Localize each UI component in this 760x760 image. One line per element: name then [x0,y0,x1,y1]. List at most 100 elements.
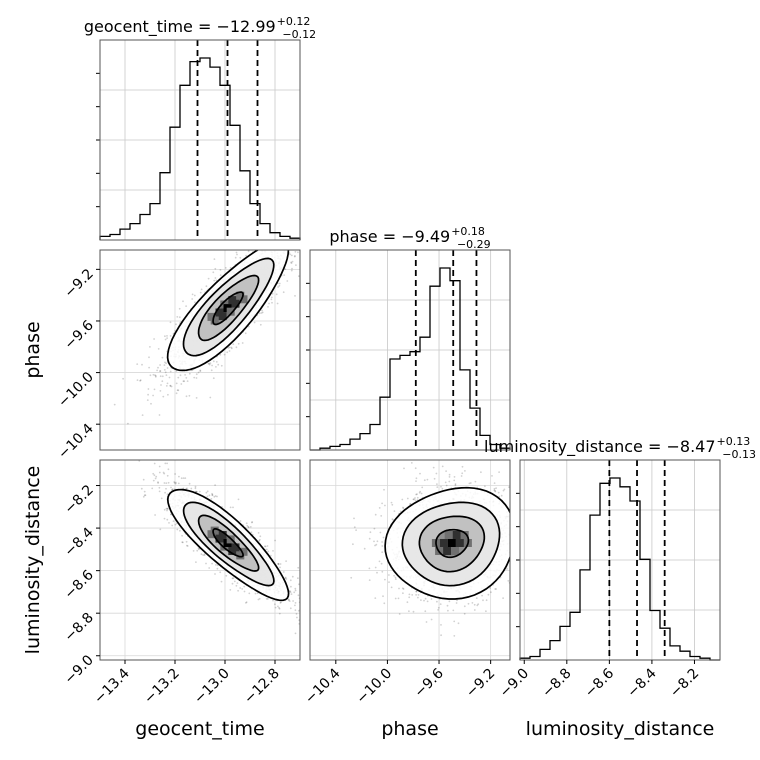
contour-line [197,514,260,572]
sample-point [511,479,513,481]
sample-point [285,560,287,562]
sample-point [468,482,471,485]
sample-point [227,347,230,349]
sample-point [162,471,165,474]
sample-point [216,495,218,498]
sample-point [393,510,396,512]
sample-point [236,582,239,584]
sample-point [453,479,456,482]
sample-point [269,244,271,246]
sample-point [482,599,484,602]
sample-point [461,465,464,468]
sample-point [502,489,505,492]
sample-point [477,603,480,606]
sample-point [445,470,447,472]
sample-point [272,599,274,602]
density-pixel [239,295,248,304]
sample-point [176,316,179,318]
sample-point [207,277,210,280]
sample-point [212,377,215,380]
sample-point [249,526,252,528]
sample-point [290,585,292,588]
sample-point [196,490,198,493]
sample-point [213,495,216,498]
sample-point [275,293,278,296]
sample-point [164,338,167,341]
sample-point [316,236,318,238]
sample-point [195,397,198,399]
sample-point [425,621,428,623]
sample-point [267,247,269,249]
sample-point [493,482,496,484]
panel-frame [99,459,301,661]
sample-point [444,481,447,484]
sample-point [288,246,290,248]
sample-point [165,507,168,510]
sample-point [169,370,172,373]
sample-point [453,635,456,637]
sample-point [511,521,513,523]
sample-point [159,370,162,372]
sample-point [254,241,256,243]
sample-point [197,371,200,374]
density-pixel [210,526,219,535]
sample-point [381,551,384,554]
sample-point [182,541,184,544]
sample-point [165,487,167,490]
sample-point [268,302,270,305]
sample-point [159,364,162,366]
sample-point [401,498,404,501]
sample-point [250,531,253,534]
panel-frame [519,459,721,661]
sample-point [276,230,278,232]
sample-point [297,251,299,254]
sample-point [271,248,273,250]
sample-point [439,603,442,605]
sample-point [414,467,417,470]
sample-point [294,609,297,612]
sample-point [271,292,274,295]
sample-point [169,385,172,387]
sample-point [164,491,167,494]
sample-point [291,575,294,578]
sample-point [244,247,246,249]
sample-point [461,472,464,475]
sample-point [153,388,156,391]
sample-point [420,599,422,601]
sample-point [166,493,169,496]
sample-point [474,480,477,483]
plot-area [310,460,524,660]
sample-point [146,399,149,401]
panel-frame [309,249,511,451]
histogram-luminosity_distance [519,477,720,661]
density-pixel [231,299,240,308]
sample-point [430,618,433,621]
sample-point [175,481,177,484]
sample-point [165,482,168,484]
sample-point [374,544,376,547]
plot-area [100,460,300,660]
sample-point [195,561,197,563]
sample-point [514,586,516,588]
sample-point [167,507,169,510]
sample-point [419,472,421,475]
sample-point [284,576,287,579]
sample-point [143,490,146,493]
sample-point [270,298,273,301]
sample-point [163,517,166,520]
sample-point [166,337,169,339]
sample-point [278,606,280,609]
sample-point [231,582,234,585]
sample-point [295,264,297,266]
panel-hist-luminosity_distance [516,459,721,661]
sample-point [522,526,524,528]
sample-point [266,545,269,547]
sample-point [288,221,290,223]
sample-point [284,268,287,271]
sample-point [298,275,300,277]
sample-point [261,247,263,249]
sample-point [182,380,185,383]
sample-point [164,335,166,338]
sample-point [213,279,216,282]
sample-point [142,478,145,481]
